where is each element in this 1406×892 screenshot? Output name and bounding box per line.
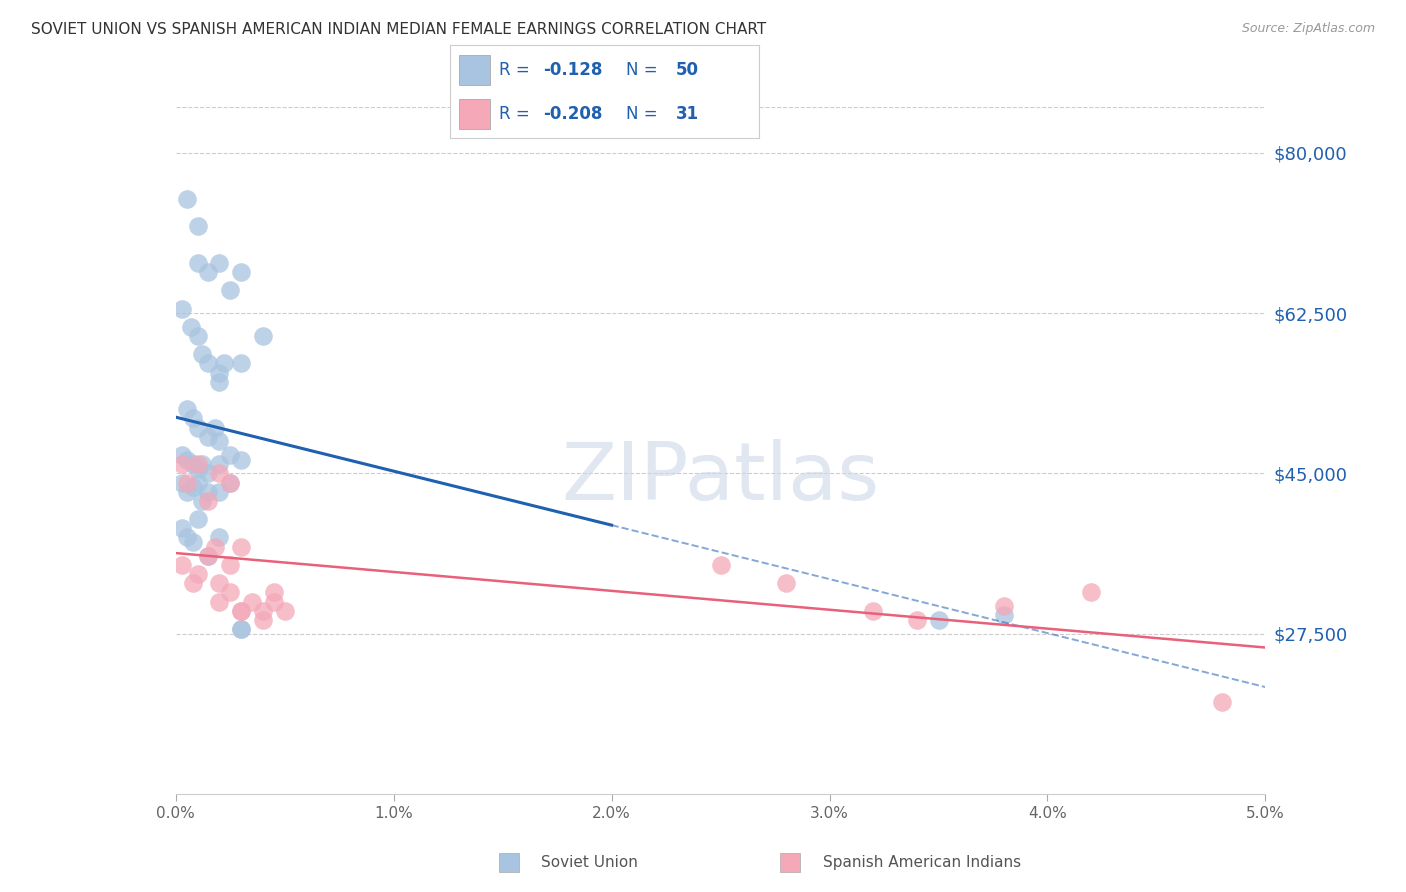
Text: ZIPatlas: ZIPatlas (561, 439, 880, 517)
Point (172, 558, 194, 572)
Point (1080, 585, 1102, 599)
Text: N =: N = (626, 105, 658, 123)
Point (172, 457, 194, 471)
Point (231, 622, 253, 636)
Point (208, 576, 231, 591)
Point (176, 452, 198, 467)
Point (191, 347, 214, 361)
Point (775, 576, 797, 591)
Point (231, 622, 253, 636)
Text: Spanish American Indians: Spanish American Indians (823, 855, 1021, 870)
Point (186, 457, 209, 471)
Point (186, 329, 209, 343)
Text: 31: 31 (676, 105, 699, 123)
FancyBboxPatch shape (460, 55, 491, 85)
Point (905, 613, 928, 627)
Point (191, 493, 214, 508)
Point (172, 521, 194, 535)
Point (186, 512, 209, 526)
Point (231, 356, 253, 370)
Point (197, 467, 219, 481)
Point (928, 613, 950, 627)
Point (176, 531, 198, 545)
Point (219, 475, 242, 490)
Point (862, 604, 884, 618)
Point (186, 462, 209, 476)
Point (181, 576, 204, 591)
Point (231, 540, 253, 554)
Point (172, 475, 194, 490)
Point (197, 484, 219, 499)
Point (176, 402, 198, 417)
Point (197, 549, 219, 563)
Point (172, 301, 194, 316)
Point (191, 457, 214, 471)
Point (219, 283, 242, 297)
Text: R =: R = (499, 105, 536, 123)
Point (208, 375, 231, 389)
Point (197, 549, 219, 563)
Point (252, 329, 274, 343)
Point (181, 411, 204, 425)
Point (208, 594, 231, 608)
Point (186, 567, 209, 582)
Point (176, 192, 198, 206)
Point (197, 265, 219, 279)
Point (181, 457, 204, 471)
Text: -0.128: -0.128 (543, 61, 602, 78)
Point (172, 448, 194, 462)
Point (219, 448, 242, 462)
Text: N =: N = (626, 61, 658, 78)
Point (240, 594, 263, 608)
Text: Source: ZipAtlas.com: Source: ZipAtlas.com (1241, 22, 1375, 36)
Point (231, 265, 253, 279)
Point (208, 467, 231, 481)
Text: SOVIET UNION VS SPANISH AMERICAN INDIAN MEDIAN FEMALE EARNINGS CORRELATION CHART: SOVIET UNION VS SPANISH AMERICAN INDIAN … (31, 22, 766, 37)
Point (252, 604, 274, 618)
Text: -0.208: -0.208 (543, 105, 602, 123)
Point (208, 484, 231, 499)
Point (186, 219, 209, 233)
Point (208, 256, 231, 270)
Point (204, 420, 226, 434)
Point (993, 599, 1015, 614)
Point (176, 475, 198, 490)
Point (186, 420, 209, 434)
Point (180, 319, 202, 334)
Point (181, 480, 204, 494)
Point (219, 585, 242, 599)
Point (1211, 695, 1233, 709)
Point (186, 256, 209, 270)
Point (208, 457, 231, 471)
Point (197, 430, 219, 444)
Point (252, 613, 274, 627)
Point (208, 434, 231, 449)
Text: R =: R = (499, 61, 536, 78)
Point (186, 475, 209, 490)
Point (219, 475, 242, 490)
Point (212, 356, 235, 370)
Point (197, 493, 219, 508)
Point (181, 535, 204, 549)
Point (993, 608, 1015, 623)
Point (208, 531, 231, 545)
Point (219, 558, 242, 572)
Point (263, 585, 285, 599)
Point (710, 558, 733, 572)
Point (231, 604, 253, 618)
Point (274, 604, 297, 618)
Point (176, 484, 198, 499)
Point (231, 452, 253, 467)
Point (231, 604, 253, 618)
FancyBboxPatch shape (460, 99, 491, 129)
Text: Soviet Union: Soviet Union (541, 855, 638, 870)
Text: 50: 50 (676, 61, 699, 78)
Point (263, 594, 285, 608)
Point (208, 366, 231, 380)
Point (204, 540, 226, 554)
Point (197, 356, 219, 370)
